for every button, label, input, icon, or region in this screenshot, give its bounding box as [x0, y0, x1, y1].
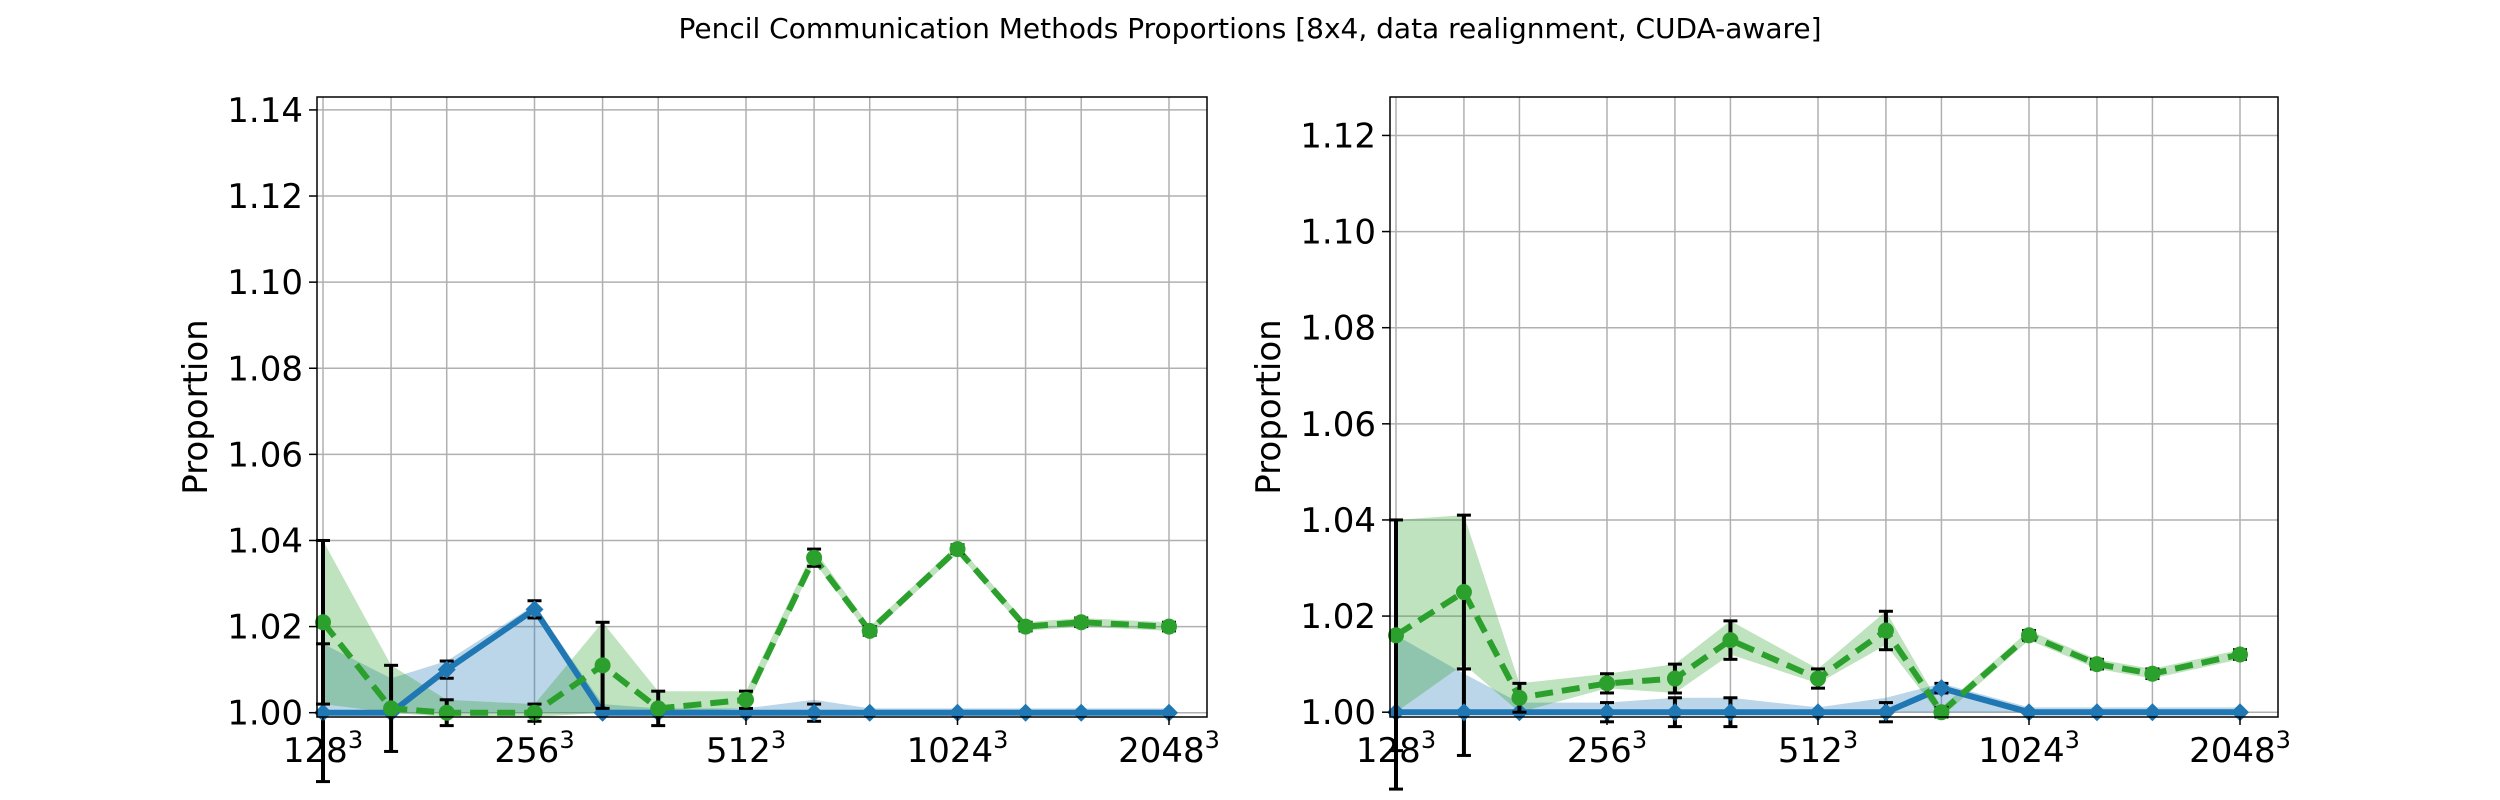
data-point: [1511, 689, 1528, 706]
x-tick-label: 5123: [706, 726, 786, 771]
y-tick-label: 1.04: [227, 521, 303, 561]
x-tick-label: 2563: [494, 726, 574, 771]
data-point: [2232, 646, 2248, 663]
data-point: [1877, 622, 1894, 639]
data-point: [383, 700, 400, 717]
y-tick-label: 1.10: [227, 263, 303, 303]
data-point: [1722, 632, 1739, 649]
data-point: [438, 704, 455, 721]
x-tick-label: 10243: [1978, 726, 2080, 771]
x-tick-label: 1283: [1356, 726, 1436, 771]
y-tick-label: 1.02: [227, 608, 303, 648]
x-tick-label: 20483: [2189, 726, 2291, 771]
y-tick-label: 1.00: [1300, 693, 1376, 733]
panel-2: 1.00 1.02 1.04 1.06 1.08 1.10 1.12 1283 2563 5123…: [1249, 96, 2291, 791]
data-point: [1933, 704, 1950, 721]
data-point: [1388, 627, 1404, 644]
data-point: [1073, 614, 1090, 631]
data-point: [594, 657, 611, 674]
data-point: [1666, 670, 1683, 687]
x-tick-label: 20483: [1118, 726, 1220, 771]
data-point: [1599, 675, 1615, 692]
data-point: [2144, 665, 2161, 682]
y-tick-label: 1.00: [227, 694, 303, 734]
data-point: [1072, 703, 1091, 722]
x-tick-label: 5123: [1778, 726, 1858, 771]
data-point: [1932, 679, 1951, 698]
y-axis-label: Proportion: [1249, 319, 1289, 494]
figure-title: Pencil Communication Methods Proportions…: [678, 12, 1822, 45]
data-point: [1161, 618, 1177, 635]
band-blue: [323, 605, 1169, 713]
x-tick-label: 1283: [283, 726, 363, 771]
axes-frame: [316, 96, 1208, 718]
data-point: [650, 700, 667, 717]
y-tick-label: 1.10: [1300, 213, 1376, 253]
data-point: [1810, 670, 1826, 687]
y-tick-label: 1.12: [1300, 116, 1376, 156]
data-point: [1017, 618, 1034, 635]
data-point: [2087, 703, 2106, 722]
data-point: [525, 600, 544, 619]
y-tick-label: 1.02: [1300, 597, 1376, 637]
axes-frame: [1389, 96, 2279, 718]
x-tick-label: 2563: [1567, 726, 1647, 771]
data-point: [437, 660, 456, 679]
y-tick-label: 1.04: [1300, 501, 1376, 541]
data-point: [861, 622, 878, 639]
data-point: [738, 691, 754, 708]
data-point: [949, 541, 966, 558]
data-point: [2021, 627, 2037, 644]
data-point: [1016, 703, 1035, 722]
y-tick-label: 1.12: [227, 177, 303, 217]
y-tick-label: 1.14: [227, 91, 303, 131]
y-tick-label: 1.06: [227, 435, 303, 475]
y-tick-label: 1.08: [227, 349, 303, 389]
y-axis-label: Proportion: [176, 319, 216, 494]
data-point: [2088, 656, 2105, 673]
data-point: [2143, 703, 2162, 722]
data-point: [806, 549, 823, 566]
data-point: [1455, 584, 1472, 601]
panel-1: 1.00 1.02 1.04 1.06 1.08 1.10 1.12 1.14 1283 2563…: [176, 91, 1220, 784]
x-tick-label: 10243: [907, 726, 1009, 771]
y-tick-label: 1.08: [1300, 309, 1376, 349]
y-tick-label: 1.06: [1300, 405, 1376, 445]
data-point: [315, 614, 331, 631]
band-blue: [1396, 635, 2240, 713]
data-point: [860, 703, 879, 722]
